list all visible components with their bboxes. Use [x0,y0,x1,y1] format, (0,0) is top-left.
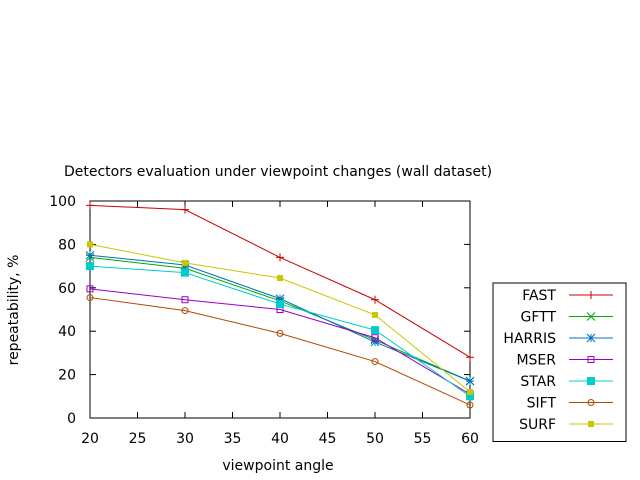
legend-label-mser: MSER [516,353,556,369]
plot-axes: 20 25 30 35 40 45 50 55 60 0 20 40 60 80 100 [49,194,479,447]
series-line-surf [89,243,471,393]
data-point-star [371,326,379,335]
legend-box [492,282,627,442]
y-axis-label: repeatability, % [6,255,22,366]
data-point-sift [466,401,474,409]
y-tick-label: 0 [67,411,76,427]
x-tick-label: 50 [366,431,384,447]
data-point-star [276,300,284,309]
series-star [86,262,474,401]
data-point-surf [87,241,93,248]
series-line-fast [89,204,471,358]
y-tick-label: 80 [58,237,76,253]
y-tick-label: 40 [58,324,76,340]
data-point-fast [276,253,284,262]
legend-marker-surf [588,421,594,427]
data-point-harris [85,250,95,260]
series-sift [86,294,474,409]
legend-label-fast: FAST [522,288,556,304]
data-point-star [86,262,94,271]
data-point-mser [86,285,94,293]
chart-title: Detectors evaluation under viewpoint cha… [64,164,492,180]
legend-marker-gftt [586,312,596,321]
legend-label-sift: SIFT [527,396,557,412]
x-tick-label: 20 [81,431,99,447]
legend-marker-harris [586,333,596,343]
data-point-surf [372,311,378,318]
x-axis-label: viewpoint angle [222,458,333,474]
legend-marker-mser [587,356,595,363]
data-point-star [181,268,189,277]
data-point-mser [181,296,189,304]
legend-label-surf: SURF [519,417,556,433]
series-harris [85,250,475,386]
legend-marker-star [587,377,595,385]
x-tick-label: 25 [129,431,147,447]
series-line-harris [89,254,471,382]
series-line-mser [89,288,471,395]
x-tick-label: 55 [414,431,432,447]
series-fast [86,201,474,362]
series-line-sift [89,297,471,406]
data-point-fast [181,205,189,214]
y-tick-label: 100 [49,194,76,210]
x-tick-label: 30 [176,431,194,447]
series-line-star [89,265,471,397]
legend: FAST GFTT HARRIS MSER STAR SIFT SURF [492,282,627,442]
series-gftt [85,253,475,386]
data-point-sift [86,294,94,302]
data-point-mser [371,334,379,342]
data-point-harris [370,337,380,347]
y-tick-label: 60 [58,281,76,297]
data-point-surf [277,275,283,282]
x-tick-label: 45 [319,431,337,447]
legend-marker-fast [587,291,595,299]
data-point-surf [467,388,473,395]
data-point-sift [181,307,189,315]
data-point-harris [275,294,285,304]
series-layer [85,201,475,409]
legend-label-gftt: GFTT [520,310,556,326]
data-point-fast [466,353,474,362]
x-tick-label: 60 [461,431,479,447]
x-tick-label: 40 [271,431,289,447]
legend-label-harris: HARRIS [503,331,556,347]
legend-label-star: STAR [520,374,556,390]
y-tick-label: 20 [58,368,76,384]
data-point-surf [182,259,188,266]
data-point-fast [86,201,94,210]
legend-marker-sift [587,399,595,406]
data-point-harris [465,376,475,386]
data-point-fast [371,295,379,304]
x-tick-label: 35 [224,431,242,447]
series-surf [87,241,473,395]
data-point-sift [371,358,379,366]
data-point-sift [276,329,284,337]
